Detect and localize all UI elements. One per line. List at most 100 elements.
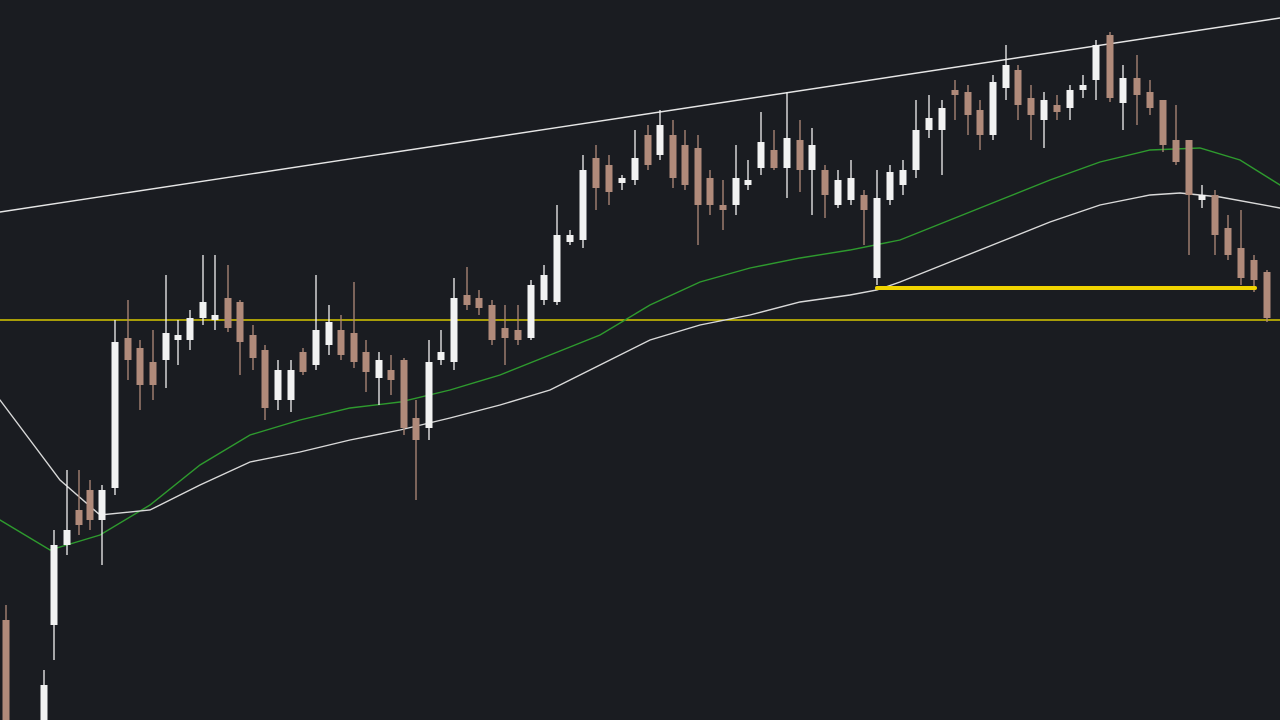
candle-body (566, 235, 574, 242)
candle-body (1040, 100, 1048, 120)
candle-body (1027, 98, 1035, 115)
candle-body (325, 322, 333, 345)
candle-body (808, 145, 816, 170)
candle-body (514, 330, 522, 340)
candle-body (2, 620, 10, 720)
candle-body (553, 235, 561, 302)
candle-body (124, 338, 132, 360)
candle-body (1092, 45, 1100, 80)
candle-body (149, 362, 157, 385)
candle-body (925, 118, 933, 130)
candle-body (1014, 70, 1022, 105)
candle-body (236, 302, 244, 342)
candle-body (783, 138, 791, 168)
candle-body (162, 333, 170, 360)
candle-body (299, 352, 307, 372)
candle-body (1172, 140, 1180, 162)
candle-body (732, 178, 740, 205)
candle-body (501, 328, 509, 338)
candle-body (261, 350, 269, 408)
overlay-line (0, 147, 1280, 551)
candle-body (656, 125, 664, 155)
candle-body (186, 318, 194, 340)
candle-body (337, 330, 345, 355)
candle-body (618, 178, 626, 183)
candle-body (1066, 90, 1074, 108)
candle-body (744, 180, 752, 185)
candle-body (400, 360, 408, 428)
candle-body (1002, 65, 1010, 88)
candle-body (111, 342, 119, 488)
candle-body (450, 298, 458, 362)
candle-body (1250, 260, 1258, 280)
candle-body (669, 135, 677, 178)
candle-body (951, 90, 959, 95)
candle-body (1198, 195, 1206, 200)
candle-body (50, 545, 58, 625)
candle-body (706, 178, 714, 205)
candle-body (1159, 100, 1167, 145)
candle-body (540, 275, 548, 300)
candle-body (938, 108, 946, 130)
candle-body (211, 315, 219, 320)
candle-body (40, 685, 48, 720)
candle-body (964, 92, 972, 115)
candle-body (579, 170, 587, 240)
candle-body (719, 205, 727, 210)
candle-body (757, 142, 765, 168)
candle-body (899, 170, 907, 185)
candle-body (224, 298, 232, 328)
candle-body (199, 302, 207, 318)
candle-body (1053, 105, 1061, 112)
candle-body (463, 295, 471, 305)
candle-body (873, 198, 881, 278)
candle-body (86, 490, 94, 520)
candle-body (412, 418, 420, 440)
candle-body (644, 135, 652, 165)
candle-body (136, 348, 144, 385)
candle-body (1106, 35, 1114, 98)
candle-body (249, 335, 257, 358)
candle-body (98, 490, 106, 520)
candle-body (527, 285, 535, 338)
candle-body (1185, 140, 1193, 195)
candle-body (1133, 78, 1141, 95)
candle-body (312, 330, 320, 365)
overlay-line (0, 17, 1280, 213)
candle-body (989, 82, 997, 135)
candle-body (350, 333, 358, 362)
candle-body (592, 158, 600, 188)
candle-body (1224, 228, 1232, 255)
candle-body (694, 148, 702, 205)
candle-body (387, 370, 395, 380)
candle-body (1146, 92, 1154, 108)
candle-body (886, 172, 894, 200)
candle-body (75, 510, 83, 525)
candle-body (1211, 195, 1219, 235)
candle-body (1079, 85, 1087, 90)
candle-body (425, 362, 433, 428)
candle-body (1237, 248, 1245, 278)
candle-body (437, 352, 445, 360)
candle-body (860, 195, 868, 210)
candle-body (475, 298, 483, 308)
candle-body (796, 140, 804, 170)
candle-body (821, 170, 829, 195)
candle-body (274, 370, 282, 400)
candle-body (362, 352, 370, 372)
candle-body (605, 165, 613, 192)
candle-body (834, 180, 842, 205)
candle-body (631, 158, 639, 180)
candle-body (681, 145, 689, 185)
candle-body (488, 305, 496, 340)
candle-body (1119, 78, 1127, 103)
candle-body (847, 178, 855, 200)
overlay-line (0, 192, 1280, 516)
candle-body (912, 130, 920, 170)
candle-body (287, 370, 295, 400)
candle-body (770, 150, 778, 168)
candle-body (174, 335, 182, 340)
candle-body (976, 110, 984, 135)
